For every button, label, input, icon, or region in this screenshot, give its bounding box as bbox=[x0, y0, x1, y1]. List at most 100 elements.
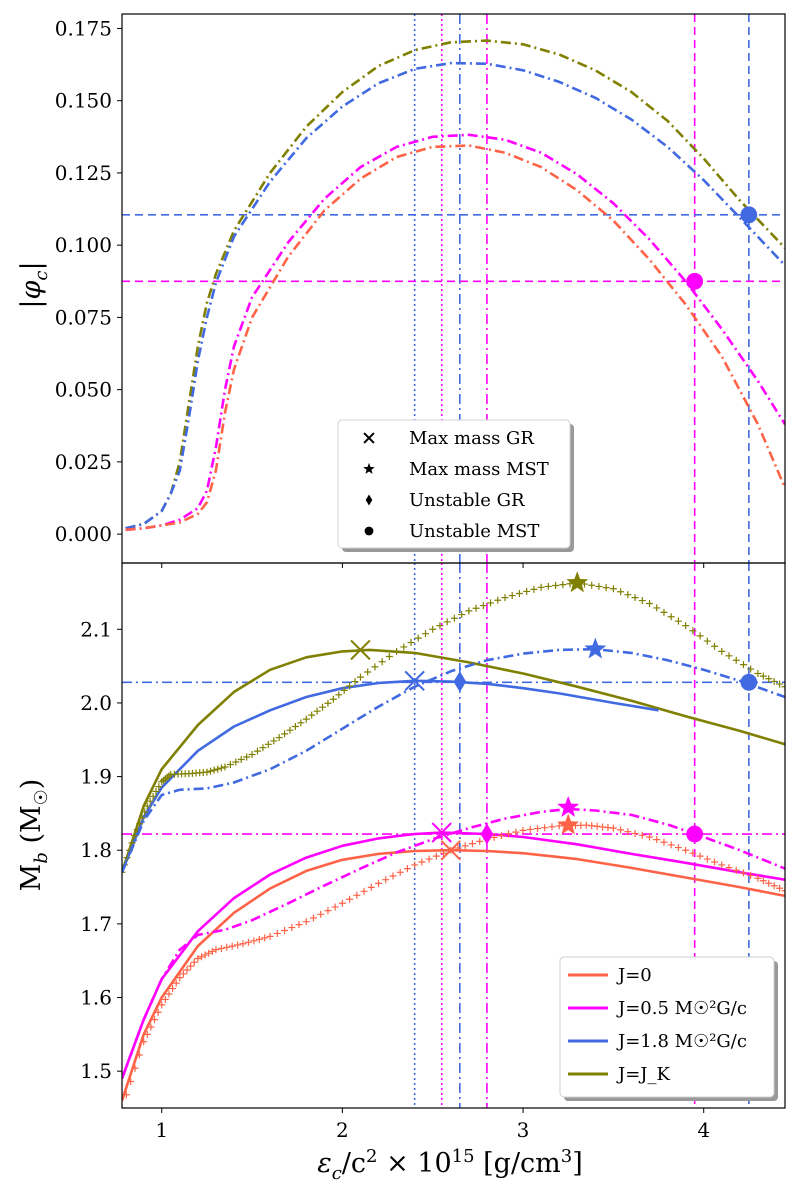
bottom-series-4-point bbox=[302, 715, 310, 723]
bottom-series-7-point bbox=[725, 864, 733, 872]
bottom-series-4-point bbox=[378, 658, 386, 666]
bottom-series-4-point bbox=[739, 661, 747, 669]
bottom-series-4-point bbox=[588, 581, 596, 589]
bottom-series-4-plus-markers bbox=[122, 579, 785, 876]
bottom-series-4-point bbox=[400, 643, 408, 651]
bottom-series-7-point bbox=[490, 833, 498, 841]
bottom-series-7-point bbox=[338, 899, 346, 907]
bottom-series-7-point bbox=[389, 872, 397, 880]
bottom-series-4-point bbox=[329, 695, 337, 703]
bottom-series-7-point bbox=[353, 891, 361, 899]
bottom-series-7-point bbox=[754, 874, 762, 882]
bottom-marker-circle-11 bbox=[686, 825, 704, 843]
bottom-series-7-point bbox=[526, 825, 534, 833]
top-legend-marker-star bbox=[363, 462, 375, 474]
bottom-series-7-point bbox=[674, 844, 682, 852]
bottom-series-7-point bbox=[140, 1038, 148, 1046]
bottom-series-7-point bbox=[281, 927, 289, 935]
bottom-series-4-point bbox=[385, 653, 393, 661]
bottom-series-4-point bbox=[243, 753, 251, 761]
bottom-series-4-point bbox=[335, 691, 343, 699]
bottom-series-7-point bbox=[519, 826, 527, 834]
bottom-series-7-point bbox=[718, 861, 726, 869]
bottom-y-axis-label: Mb (M☉) bbox=[16, 779, 52, 892]
bottom-series-0-line bbox=[122, 648, 785, 873]
bottom-series-7-point bbox=[468, 840, 476, 848]
bottom-series-7-point bbox=[418, 858, 426, 866]
bottom-series-4-point bbox=[465, 607, 473, 615]
bottom-series-4-point bbox=[207, 767, 215, 775]
bottom-legend-label: J=1.8 M☉²G/c bbox=[616, 1031, 747, 1052]
bottom-marker-star-6 bbox=[557, 796, 580, 817]
bottom-series-4-point bbox=[515, 589, 523, 597]
bottom-series-4-point bbox=[237, 755, 245, 763]
bottom-series-7-plus-markers bbox=[122, 821, 785, 1108]
bottom-ytick-label: 2.0 bbox=[80, 691, 112, 715]
bottom-series-4-point bbox=[544, 582, 552, 590]
bottom-series-7-point bbox=[776, 884, 784, 892]
bottom-series-4-point bbox=[131, 832, 139, 839]
top-legend-label: Unstable MST bbox=[409, 521, 539, 542]
bottom-series-7-point bbox=[432, 852, 440, 860]
bottom-marker-diamond-9 bbox=[480, 823, 494, 845]
bottom-series-4-point bbox=[270, 737, 278, 745]
top-legend-box bbox=[337, 419, 571, 549]
bottom-series-5-line bbox=[122, 647, 785, 873]
bottom-series-4-point bbox=[638, 597, 646, 605]
bottom-series-7-point bbox=[154, 1008, 162, 1016]
bottom-plot-area bbox=[122, 563, 785, 1108]
bottom-series-4-point bbox=[689, 627, 697, 635]
bottom-series-4-point bbox=[450, 614, 458, 622]
top-ytick-label: 0.150 bbox=[55, 89, 112, 113]
bottom-series-7-point bbox=[165, 990, 173, 998]
bottom-series-4-point bbox=[732, 656, 740, 664]
bottom-series-7-point bbox=[161, 995, 169, 1003]
bottom-series-7-point bbox=[158, 1001, 166, 1009]
bottom-series-7-point bbox=[208, 947, 216, 955]
bottom-series-7-point bbox=[172, 979, 180, 987]
bottom-xtick-label: 3 bbox=[517, 1118, 530, 1142]
bottom-series-4-point bbox=[458, 611, 466, 619]
bottom-series-4-point bbox=[494, 596, 502, 604]
top-series-2-line bbox=[125, 133, 785, 532]
bottom-series-7-point bbox=[302, 918, 310, 926]
bottom-series-7-point bbox=[667, 841, 675, 849]
bottom-series-4-point bbox=[275, 734, 283, 742]
bottom-series-4-point bbox=[653, 604, 661, 612]
bottom-series-4-point bbox=[203, 768, 211, 776]
bottom-series-7-point bbox=[122, 1091, 130, 1099]
bottom-series-7-point bbox=[217, 944, 225, 952]
top-series-0-line bbox=[125, 39, 785, 530]
bottom-series-4-point bbox=[138, 814, 146, 822]
bottom-legend-label: J=J_K bbox=[616, 1064, 671, 1085]
bottom-marker-circle-10 bbox=[740, 673, 758, 691]
bottom-series-7-point bbox=[781, 887, 785, 895]
bottom-xtick-label: 4 bbox=[697, 1118, 710, 1142]
bottom-series-4-point bbox=[152, 787, 160, 795]
bottom-series-4-point bbox=[149, 792, 157, 800]
bottom-legend-label: J=0 bbox=[616, 965, 652, 986]
bottom-series-4-point bbox=[487, 599, 495, 607]
x-axis-label: εc/c2 × 1015 [g/cm3] bbox=[317, 1146, 583, 1184]
bottom-series-4-point bbox=[436, 622, 444, 630]
bottom-series-4-point bbox=[530, 585, 538, 593]
bottom-series-7-point bbox=[223, 943, 231, 951]
bottom-series-7-point bbox=[660, 838, 668, 846]
bottom-series-7-point bbox=[151, 1016, 159, 1024]
bottom-series-7-point bbox=[194, 954, 202, 962]
bottom-series-4-point bbox=[443, 618, 451, 626]
bottom-series-4-point bbox=[703, 637, 711, 645]
top-ytick-label: 0.075 bbox=[55, 305, 112, 329]
bottom-marker-x-3 bbox=[440, 840, 461, 861]
bottom-series-7-point bbox=[266, 932, 274, 940]
bottom-series-4-point bbox=[617, 588, 625, 596]
bottom-series-7-point bbox=[375, 879, 383, 887]
bottom-series-7-point bbox=[711, 858, 719, 866]
bottom-series-4-point bbox=[508, 592, 516, 600]
bottom-series-7-point bbox=[497, 832, 505, 840]
bottom-series-4-point bbox=[667, 613, 675, 621]
bottom-series-4-point bbox=[214, 765, 222, 773]
bottom-series-4-point bbox=[421, 630, 429, 638]
bottom-series-4-point bbox=[559, 581, 567, 589]
